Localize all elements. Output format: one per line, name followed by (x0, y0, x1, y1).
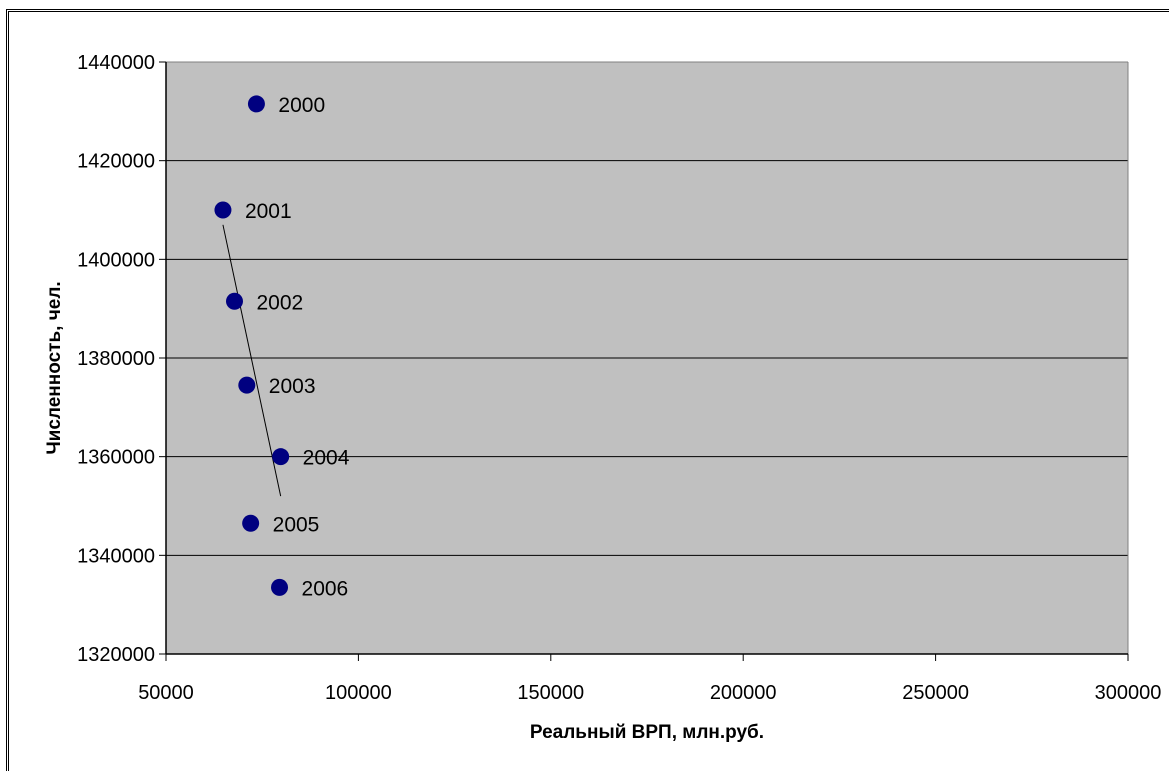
data-point-label: 2006 (302, 577, 349, 600)
data-point (225, 292, 243, 310)
y-tick-label: 1340000 (77, 545, 155, 567)
data-point (214, 201, 232, 219)
axes (159, 61, 1129, 661)
data-point-label: 2004 (303, 447, 350, 470)
y-tick-label: 1360000 (77, 447, 155, 469)
data-point-label: 2001 (245, 200, 292, 223)
y-tick-label: 1420000 (77, 151, 155, 173)
y-axis-title: Численность, чел. (44, 281, 65, 454)
gridlines (166, 160, 1128, 556)
x-tick-label: 300000 (1095, 682, 1162, 704)
data-point (272, 448, 290, 466)
x-tick-label: 150000 (517, 682, 584, 704)
x-axis-title: Реальный ВРП, млн.руб. (530, 722, 764, 743)
data-point-label: 2000 (278, 94, 325, 117)
data-point (247, 95, 265, 113)
x-tick-label: 200000 (710, 682, 777, 704)
x-tick-label: 100000 (325, 682, 392, 704)
y-tick-label: 1400000 (77, 249, 155, 271)
data-point-label: 2005 (273, 513, 320, 536)
trendline-line (222, 224, 282, 497)
data-point (242, 514, 260, 532)
y-tick-label: 1380000 (77, 348, 155, 370)
tick-labels: 1320000 1340000 1360000 1380000 1400000 14200… (77, 52, 1161, 704)
data-points: 2000 2001 2002 2003 2004 2005 2006 (214, 94, 350, 600)
data-point (238, 376, 256, 394)
trendline (222, 224, 282, 497)
y-tick-label: 1440000 (77, 52, 155, 74)
data-point (271, 578, 289, 596)
x-tick-label: 50000 (138, 682, 194, 704)
data-point-label: 2002 (256, 291, 303, 314)
data-point-label: 2003 (269, 375, 316, 398)
x-tick-label: 250000 (902, 682, 969, 704)
y-tick-label: 1320000 (77, 644, 155, 666)
